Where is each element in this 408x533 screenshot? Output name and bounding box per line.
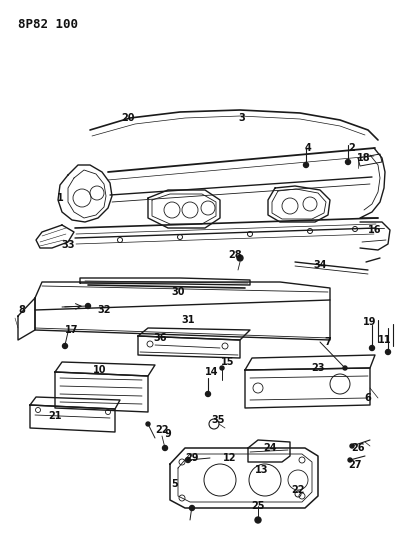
Text: 29: 29 <box>185 453 199 463</box>
Text: 18: 18 <box>357 153 371 163</box>
Text: 17: 17 <box>65 325 79 335</box>
Circle shape <box>370 345 375 351</box>
Circle shape <box>206 392 211 397</box>
Circle shape <box>186 457 191 463</box>
Circle shape <box>348 458 352 462</box>
Text: 8: 8 <box>18 305 25 315</box>
Text: 13: 13 <box>255 465 269 475</box>
Text: 5: 5 <box>172 479 178 489</box>
Circle shape <box>86 303 91 309</box>
Text: 33: 33 <box>61 240 75 250</box>
Text: 28: 28 <box>228 250 242 260</box>
Circle shape <box>146 422 150 426</box>
Circle shape <box>162 446 168 450</box>
Text: 19: 19 <box>363 317 377 327</box>
Text: 12: 12 <box>223 453 237 463</box>
Circle shape <box>343 366 347 370</box>
Text: 4: 4 <box>305 143 311 153</box>
Circle shape <box>346 159 350 165</box>
Text: 30: 30 <box>171 287 185 297</box>
Circle shape <box>386 350 390 354</box>
Circle shape <box>255 517 261 523</box>
Text: 36: 36 <box>153 333 167 343</box>
Text: 14: 14 <box>205 367 219 377</box>
Circle shape <box>350 444 354 448</box>
Text: 27: 27 <box>348 460 362 470</box>
Text: 26: 26 <box>351 443 365 453</box>
Text: 22: 22 <box>291 485 305 495</box>
Text: 2: 2 <box>348 143 355 153</box>
Text: 3: 3 <box>239 113 245 123</box>
Circle shape <box>220 366 224 370</box>
Circle shape <box>237 255 243 261</box>
Text: 1: 1 <box>57 193 63 203</box>
Circle shape <box>62 343 67 349</box>
Text: 20: 20 <box>121 113 135 123</box>
Text: 11: 11 <box>378 335 392 345</box>
Circle shape <box>304 163 308 167</box>
Text: 22: 22 <box>155 425 169 435</box>
Text: 32: 32 <box>97 305 111 315</box>
Circle shape <box>189 505 195 511</box>
Text: 6: 6 <box>365 393 371 403</box>
Text: 25: 25 <box>251 501 265 511</box>
Text: 8P82 100: 8P82 100 <box>18 18 78 31</box>
Text: 7: 7 <box>325 337 331 347</box>
Text: 35: 35 <box>211 415 225 425</box>
Text: 10: 10 <box>93 365 107 375</box>
Text: 15: 15 <box>221 357 235 367</box>
Text: 9: 9 <box>164 429 171 439</box>
Text: 21: 21 <box>48 411 62 421</box>
Text: 34: 34 <box>313 260 327 270</box>
Text: 31: 31 <box>181 315 195 325</box>
Text: 24: 24 <box>263 443 277 453</box>
Text: 23: 23 <box>311 363 325 373</box>
Text: 16: 16 <box>368 225 382 235</box>
